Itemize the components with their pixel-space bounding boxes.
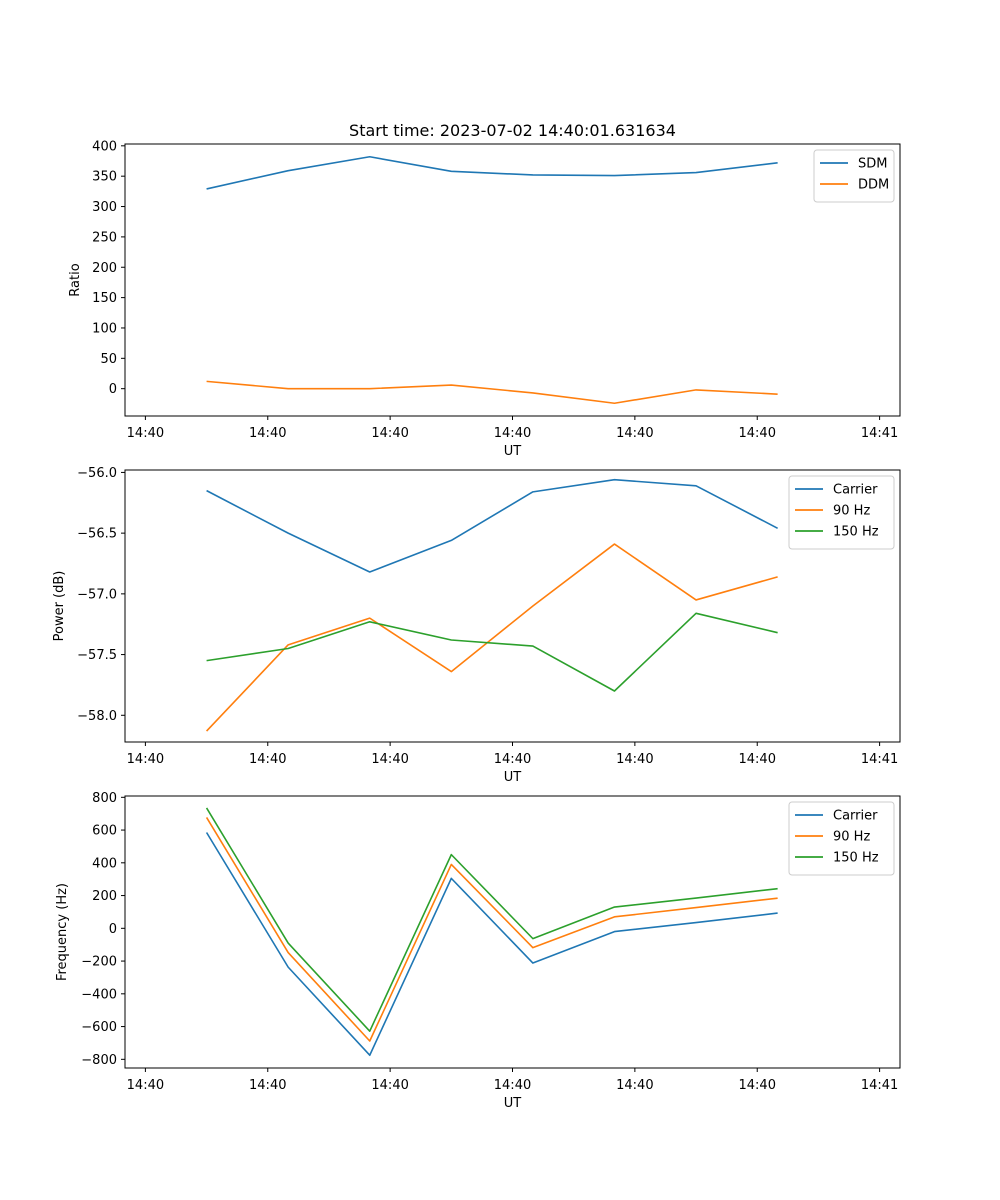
y-tick-label: 50 [100, 352, 117, 367]
x-axis-label: UT [504, 770, 522, 785]
y-tick-label: −58.0 [77, 709, 117, 724]
y-tick-label: 400 [92, 856, 117, 871]
y-tick-label: −600 [81, 1020, 117, 1035]
x-tick-label: 14:40 [371, 1078, 408, 1093]
y-tick-label: 100 [92, 321, 117, 336]
y-tick-label: 150 [92, 291, 117, 306]
figure-title: Start time: 2023-07-02 14:40:01.631634 [349, 121, 676, 140]
series-line-90-hz [205, 817, 778, 1042]
y-tick-label: −57.0 [77, 587, 117, 602]
series-line-carrier [205, 832, 778, 1057]
y-tick-label: 200 [92, 889, 117, 904]
subplots: 14:40 14:40 14:40 14:40 14:40 14:40 14:41 0 50 10… [52, 139, 901, 1111]
x-tick-label: 14:40 [739, 426, 776, 441]
y-tick-label: 400 [92, 139, 117, 154]
y-tick-label: −56.5 [77, 527, 117, 542]
x-tick-label: 14:40 [616, 752, 653, 767]
y-axis-label: Frequency (Hz) [55, 883, 70, 981]
legend-label: 150 Hz [833, 525, 879, 540]
legend-label: Carrier [833, 809, 878, 824]
x-tick-label: 14:41 [861, 426, 898, 441]
y-axis-label: Power (dB) [52, 571, 67, 642]
legend: Carrier 90 Hz 150 Hz [788, 801, 895, 876]
x-tick-label: 14:40 [371, 752, 408, 767]
x-axis-label: UT [504, 1096, 522, 1111]
x-tick-label: 14:40 [494, 1078, 531, 1093]
legend: SDM DDM [813, 149, 895, 203]
y-tick-label: 800 [92, 791, 117, 806]
legend-label: DDM [858, 178, 889, 193]
y-tick-label: 0 [109, 382, 117, 397]
y-tick-label: −200 [81, 955, 117, 970]
series-line-90-hz [205, 543, 778, 732]
x-tick-label: 14:40 [494, 752, 531, 767]
x-tick-label: 14:40 [249, 1078, 286, 1093]
series-line-150-hz [206, 612, 778, 692]
subplot-3: 14:40 14:40 14:40 14:40 14:40 14:40 14:41 800 60… [55, 791, 901, 1111]
y-axis-label: Ratio [68, 263, 83, 296]
y-tick-label: −800 [81, 1053, 117, 1068]
y-tick-label: 600 [92, 824, 117, 839]
x-tick-label: 14:40 [249, 426, 286, 441]
subplot-2: 14:40 14:40 14:40 14:40 14:40 14:40 14:41 −56.0… [52, 466, 901, 785]
y-tick-label: −400 [81, 987, 117, 1002]
x-tick-label: 14:40 [127, 752, 164, 767]
y-tick-label: −56.0 [77, 466, 117, 481]
legend-label: 90 Hz [833, 504, 870, 519]
y-tick-label: 200 [92, 261, 117, 276]
legend-label: 150 Hz [833, 851, 879, 866]
x-tick-label: 14:41 [861, 752, 898, 767]
x-tick-label: 14:40 [739, 1078, 776, 1093]
legend: Carrier 90 Hz 150 Hz [788, 475, 895, 550]
y-tick-label: 0 [109, 922, 117, 937]
y-tick-label: 350 [92, 170, 117, 185]
x-tick-label: 14:40 [371, 426, 408, 441]
x-tick-label: 14:40 [616, 1078, 653, 1093]
x-axis-label: UT [504, 444, 522, 459]
x-tick-label: 14:40 [127, 1078, 164, 1093]
subplot-1: 14:40 14:40 14:40 14:40 14:40 14:40 14:41 0 50 10… [68, 139, 901, 459]
y-tick-label: 250 [92, 230, 117, 245]
x-tick-label: 14:41 [861, 1078, 898, 1093]
x-tick-label: 14:40 [616, 426, 653, 441]
legend-label: Carrier [833, 483, 878, 498]
y-tick-label: 300 [92, 200, 117, 215]
series-line-ddm [206, 380, 778, 405]
legend-label: SDM [858, 157, 887, 172]
x-tick-label: 14:40 [127, 426, 164, 441]
x-tick-label: 14:40 [494, 426, 531, 441]
legend-label: 90 Hz [833, 830, 870, 845]
y-tick-label: −57.5 [77, 648, 117, 663]
series-line-150-hz [205, 807, 778, 1032]
series-line-sdm [206, 155, 778, 190]
x-tick-label: 14:40 [249, 752, 286, 767]
x-tick-label: 14:40 [739, 752, 776, 767]
series-line-carrier [206, 478, 778, 573]
